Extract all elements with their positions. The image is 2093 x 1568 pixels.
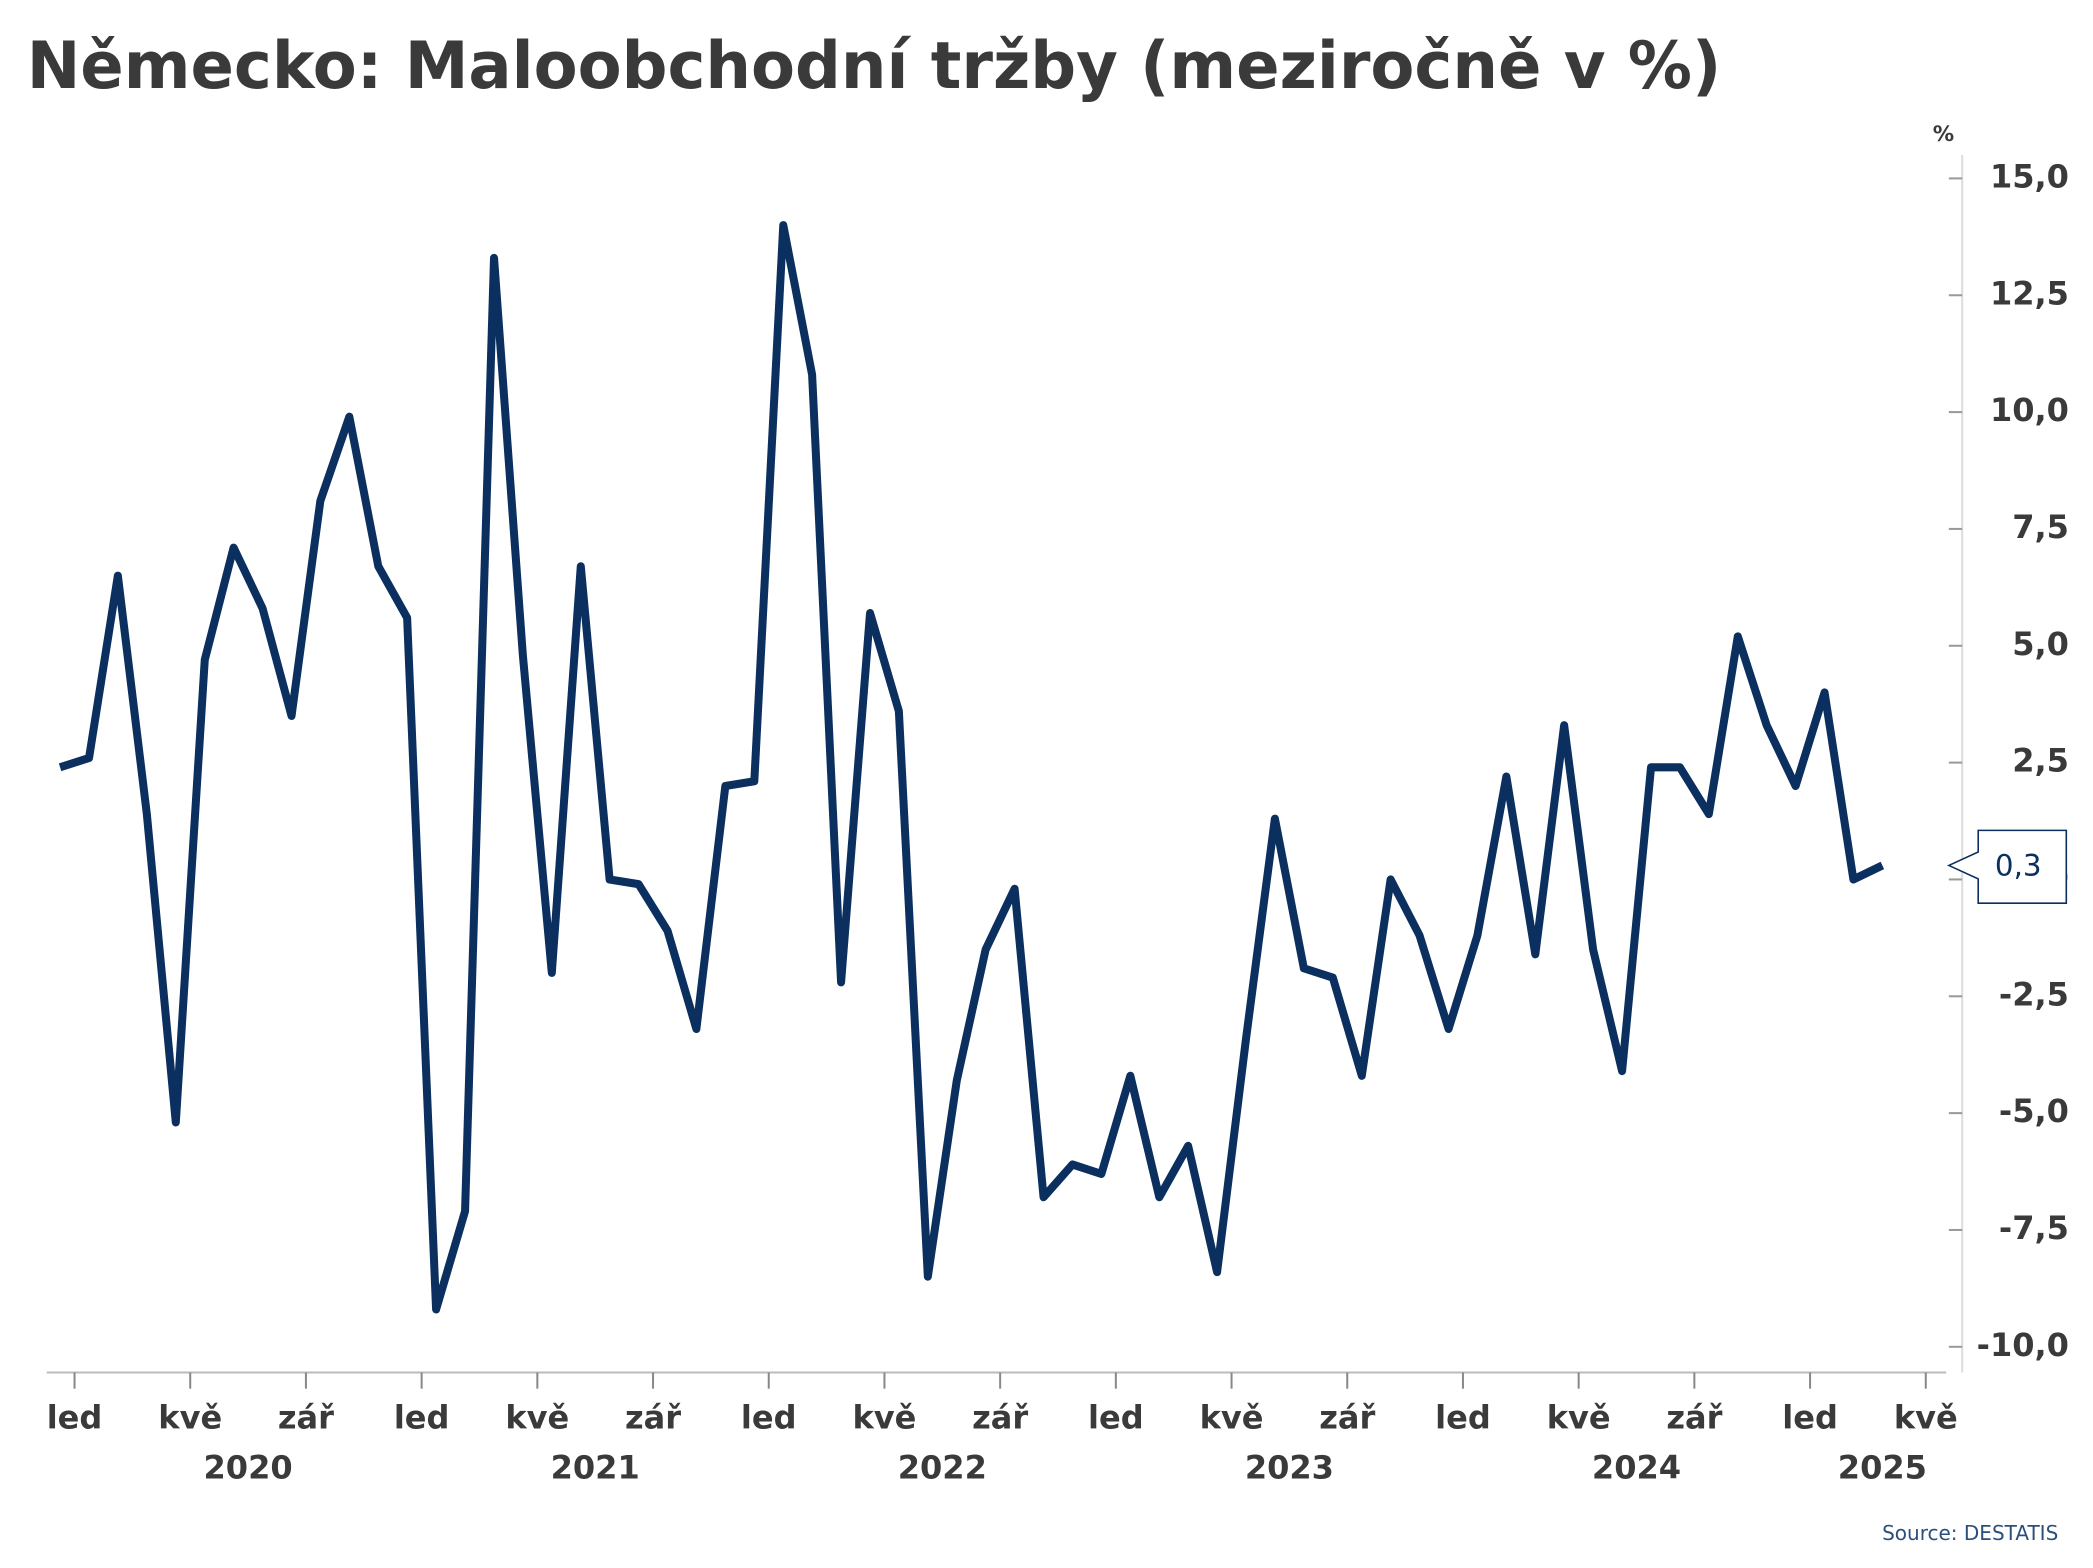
year-label: 2023 — [1245, 1448, 1334, 1486]
x-tick-label: kvě — [1547, 1399, 1611, 1437]
x-tick-label: kvě — [505, 1399, 569, 1437]
y-tick-label: 5,0 — [2012, 625, 2069, 663]
y-tick-label: -10,0 — [1977, 1326, 2069, 1364]
x-tick-label: kvě — [1200, 1399, 1264, 1437]
data-line — [58, 221, 1885, 1314]
y-tick-label: 2,5 — [2012, 742, 2069, 780]
x-tick-label: kvě — [1894, 1399, 1958, 1437]
x-tick-label: zář — [1666, 1399, 1722, 1437]
y-tick-label: 7,5 — [2012, 508, 2069, 546]
y-tick-label: 12,5 — [1990, 274, 2069, 312]
year-label: 2020 — [204, 1448, 293, 1486]
year-label: 2025 — [1838, 1448, 1927, 1486]
x-tick-label: led — [741, 1399, 797, 1437]
value-label: 0,3 — [1995, 848, 2042, 882]
x-tick-label: zář — [278, 1399, 334, 1437]
y-unit: % — [1933, 122, 1954, 147]
x-tick-label: kvě — [852, 1399, 916, 1437]
x-tick-label: led — [47, 1399, 103, 1437]
y-tick-label: 15,0 — [1990, 157, 2069, 195]
source: Source: DESTATIS — [1882, 1521, 2058, 1545]
year-label: 2022 — [898, 1448, 987, 1486]
x-tick-label: led — [1782, 1399, 1838, 1437]
y-tick-label: 10,0 — [1990, 391, 2069, 429]
chart-title: Německo: Maloobchodní tržby (meziročně v… — [27, 28, 1722, 103]
y-tick-label: -5,0 — [1999, 1092, 2069, 1130]
x-tick-label: led — [1088, 1399, 1144, 1437]
callout-box — [1946, 829, 2068, 904]
x-tick-label: zář — [972, 1399, 1028, 1437]
year-label: 2021 — [551, 1448, 640, 1486]
y-tick-label: -2,5 — [1999, 975, 2069, 1013]
y-tick-label: -7,5 — [1999, 1209, 2069, 1247]
x-tick-label: led — [1435, 1399, 1491, 1437]
x-tick-label: kvě — [158, 1399, 222, 1437]
year-label: 2024 — [1592, 1448, 1681, 1486]
x-tick-label: led — [394, 1399, 450, 1437]
x-tick-label: zář — [1319, 1399, 1375, 1437]
x-tick-label: zář — [625, 1399, 681, 1437]
